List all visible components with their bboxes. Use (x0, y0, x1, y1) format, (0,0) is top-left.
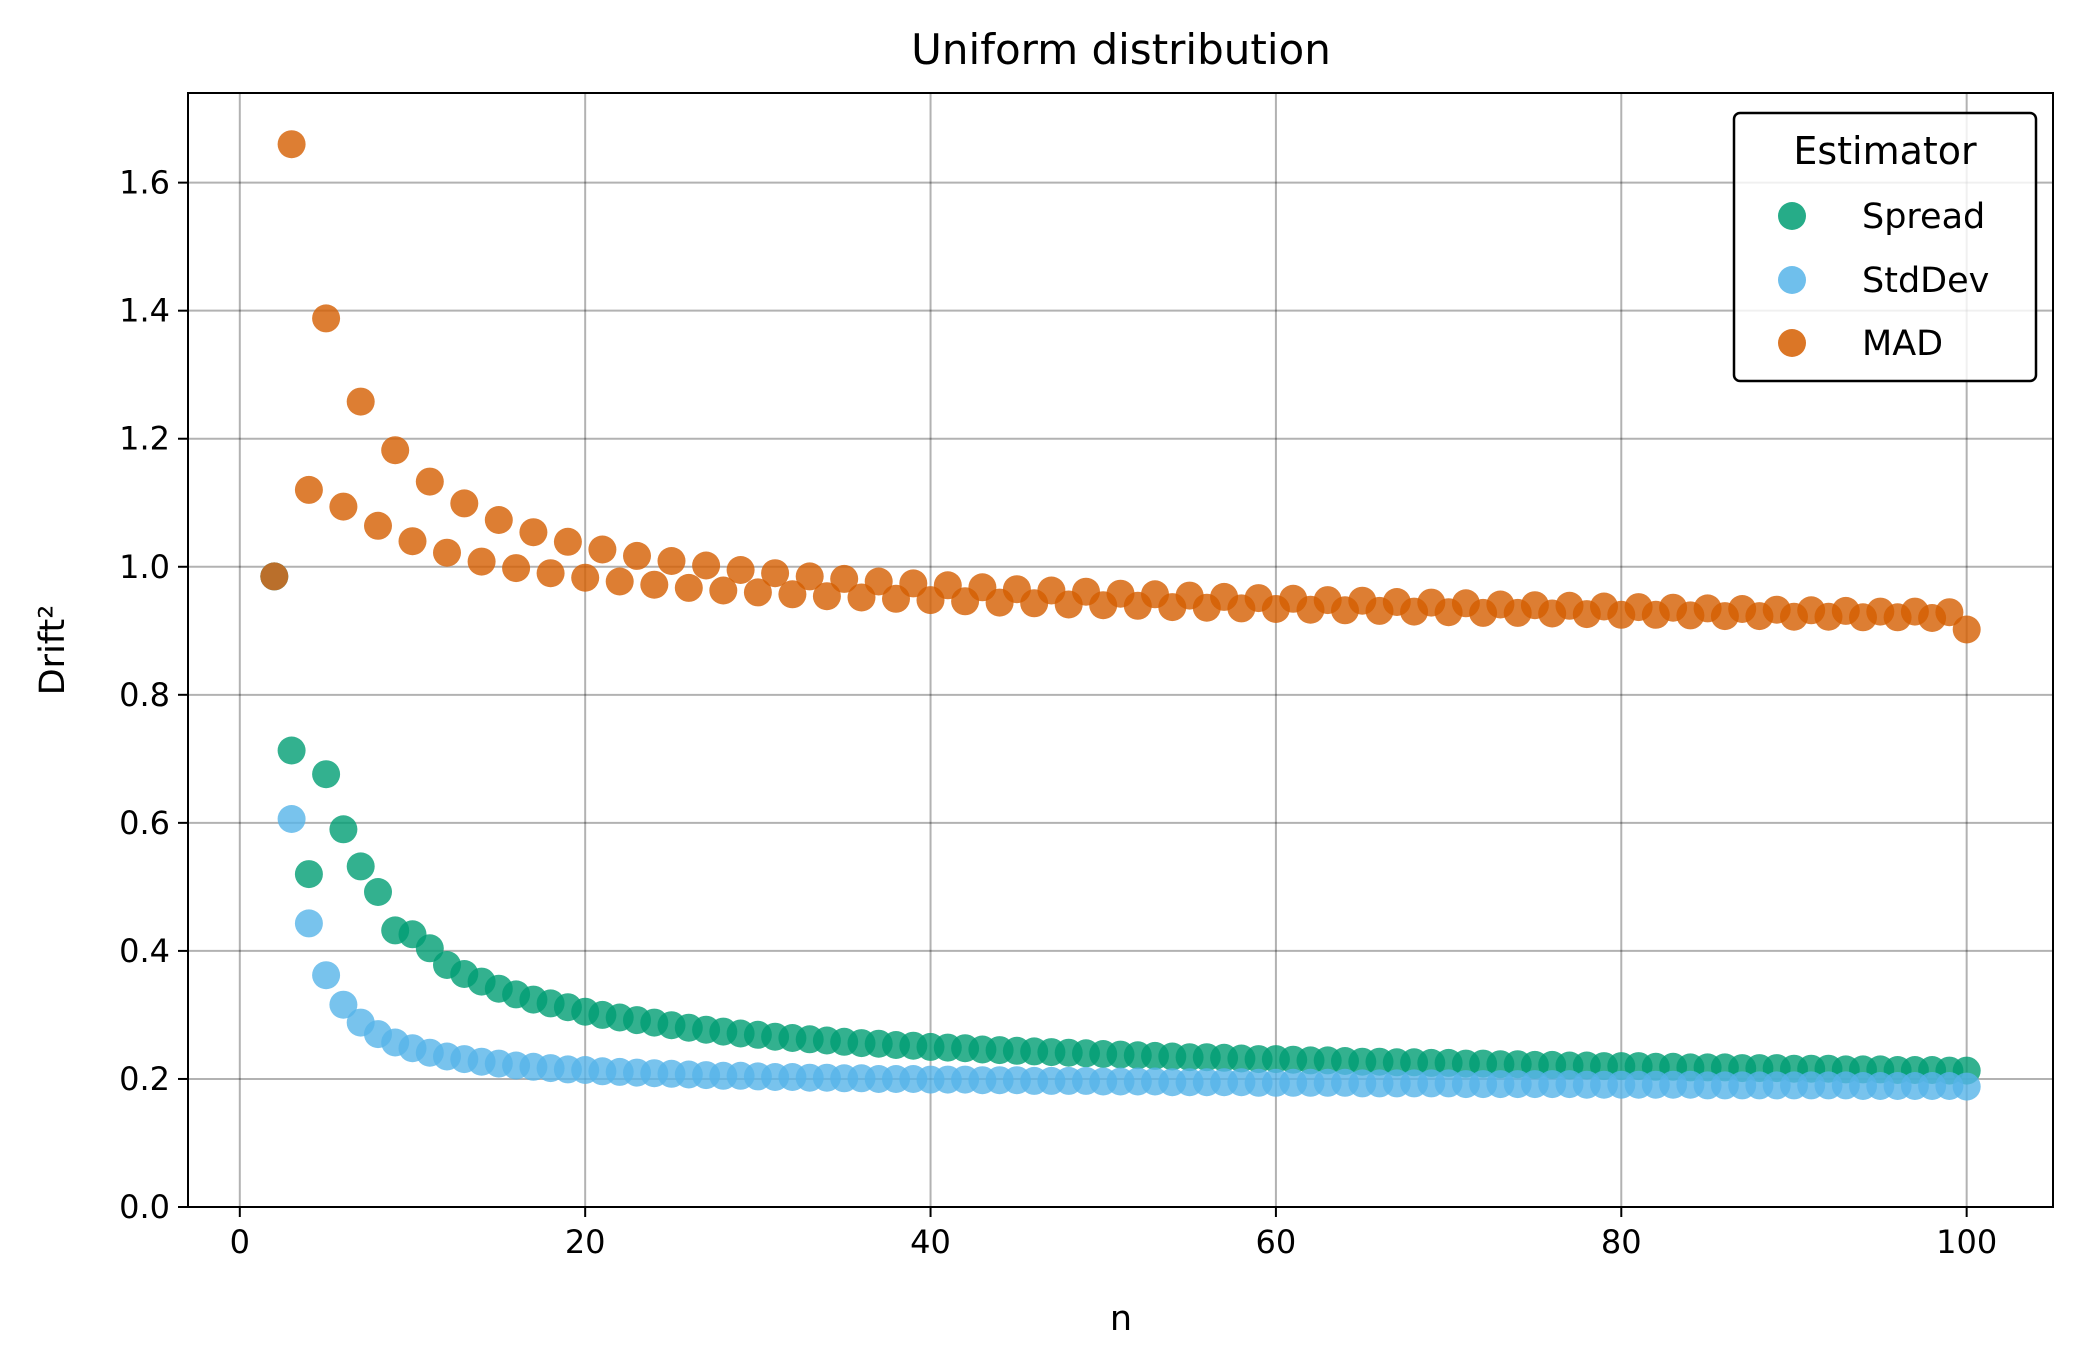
legend-marker-stddev (1778, 266, 1806, 294)
y-tick-label: 0.6 (119, 804, 170, 842)
data-point-mad (433, 538, 461, 567)
data-point-mad (277, 130, 306, 159)
data-point-spread (329, 815, 358, 844)
data-point-mad (364, 511, 392, 540)
y-axis-label: Drift² (33, 605, 73, 696)
y-tick-label: 1.6 (119, 164, 170, 202)
data-point-mad (795, 562, 824, 591)
series-stddev (260, 562, 1981, 1101)
data-point-stddev (329, 990, 358, 1019)
data-point-mad (588, 535, 617, 564)
legend-box (1732, 111, 2038, 383)
data-point-mad (329, 492, 358, 521)
x-tick-label: 100 (1936, 1223, 1997, 1261)
data-point-mad (899, 569, 928, 598)
grid-lines (188, 93, 2053, 1208)
data-points (260, 130, 1981, 1101)
legend-label-stddev: StdDev (1862, 261, 1989, 301)
data-point-mad (657, 547, 686, 575)
legend: Estimator Spread StdDev MAD (1732, 111, 2038, 383)
data-point-spread (364, 878, 392, 906)
data-point-mad (692, 551, 721, 580)
data-point-mad (1952, 615, 1981, 644)
y-tick-label: 1.4 (119, 292, 170, 330)
x-tick-label: 20 (565, 1223, 606, 1261)
data-point-mad (623, 541, 651, 570)
data-point-mad (294, 475, 323, 504)
y-tick-label: 0.4 (119, 932, 170, 970)
y-tick-label: 0.2 (119, 1060, 170, 1098)
data-point-mad (830, 564, 859, 593)
chart-title: Uniform distribution (911, 25, 1331, 74)
data-point-mad (726, 556, 755, 584)
data-point-mad (519, 518, 548, 547)
y-tick-label: 1.2 (119, 420, 170, 458)
data-point-mad (812, 582, 841, 611)
x-tick-label: 0 (230, 1223, 250, 1261)
data-point-spread (415, 934, 444, 963)
data-point-mad (571, 563, 600, 592)
data-point-mad (381, 436, 410, 465)
data-point-mad (312, 304, 341, 333)
legend-label-spread: Spread (1862, 197, 1985, 237)
data-point-spread (294, 860, 323, 889)
data-point-mad (864, 567, 893, 596)
data-point-spread (346, 852, 375, 881)
data-point-stddev (277, 805, 306, 833)
data-point-mad (536, 559, 565, 588)
plot-frame (187, 92, 2054, 1208)
data-point-mad (605, 567, 634, 596)
data-point-mad (1935, 598, 1964, 627)
data-point-stddev (294, 909, 323, 938)
series-mad (260, 130, 1981, 644)
data-point-mad (398, 527, 427, 556)
data-point-mad (674, 573, 703, 602)
legend-marker-spread (1778, 202, 1806, 230)
x-tick-label: 60 (1256, 1223, 1297, 1261)
y-tick-label: 1.0 (119, 548, 170, 586)
data-point-spread (312, 760, 341, 789)
legend-label-mad: MAD (1862, 324, 1943, 364)
data-point-stddev (312, 961, 341, 990)
data-point-mad (502, 554, 531, 583)
data-point-spread (277, 736, 306, 765)
data-point-stddev (1952, 1072, 1981, 1101)
data-point-mad (260, 562, 289, 591)
y-axis-ticks: 0.0 0.2 0.4 0.6 0.8 1.0 1.2 1.4 1.6 (119, 164, 188, 1226)
legend-marker-mad (1778, 329, 1806, 357)
x-tick-label: 80 (1601, 1223, 1642, 1261)
data-point-mad (743, 578, 772, 607)
y-tick-label: 0.8 (119, 676, 170, 714)
data-point-mad (640, 570, 669, 599)
data-point-mad (553, 527, 582, 556)
data-point-mad (450, 489, 479, 518)
data-point-mad (346, 387, 375, 416)
data-point-mad (778, 580, 807, 609)
legend-title: Estimator (1793, 129, 1977, 173)
y-tick-label: 0.0 (119, 1188, 170, 1226)
x-axis-ticks: 0 20 40 60 80 100 (230, 1207, 1997, 1261)
x-tick-label: 40 (910, 1223, 951, 1261)
data-point-mad (709, 576, 738, 605)
x-axis-label: n (1110, 1299, 1132, 1339)
data-point-mad (761, 559, 790, 588)
data-point-mad (467, 547, 496, 576)
data-point-mad (415, 467, 444, 496)
data-point-mad (484, 506, 513, 534)
